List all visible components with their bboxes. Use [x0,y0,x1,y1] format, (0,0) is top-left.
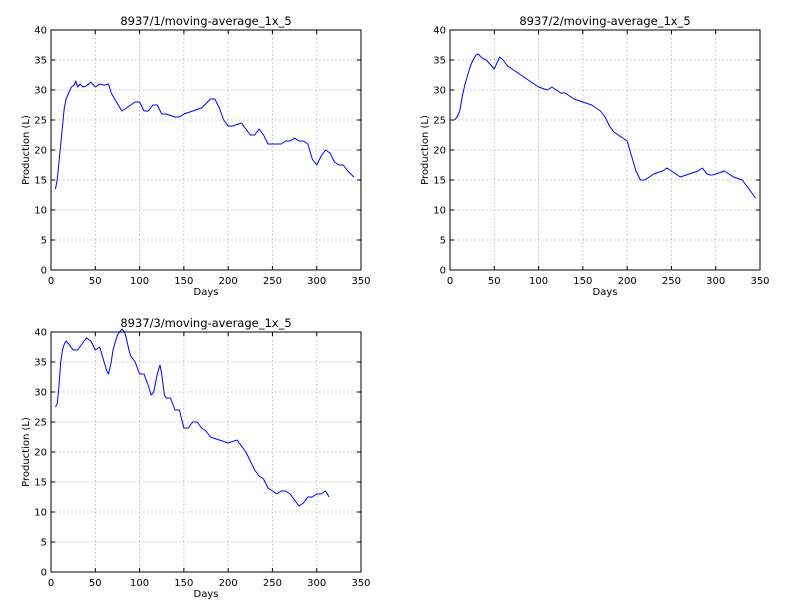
plot-frame [50,331,362,573]
y-tick-label: 20 [34,448,47,459]
series-line [54,80,355,190]
x-tick-label: 200 [219,276,238,287]
y-tick-label: 40 [34,328,47,339]
x-tick-label: 350 [351,276,370,287]
chart-title: 8937/3/moving-average_1x_5 [120,316,291,330]
chart-panel-1: 0 50 100 150 200 250 300 350 0 5 10 15 20 25 30 35 40 893… [21,14,371,298]
x-tick-label: 300 [706,276,725,287]
y-tick-label: 0 [440,266,446,277]
y-tick-label: 35 [34,358,47,369]
x-tick-label: 350 [750,276,769,287]
x-axis-label: Days [194,287,219,298]
y-tick-label: 15 [34,176,47,187]
y-tick-label: 40 [433,26,446,37]
x-tick-label: 50 [488,276,501,287]
x-tick-label: 250 [263,578,282,589]
y-tick-label: 40 [34,26,47,37]
x-tick-label: 200 [618,276,637,287]
y-tick-label: 5 [41,236,47,247]
y-tick-label: 35 [433,56,446,67]
x-tick-label: 250 [662,276,681,287]
x-tick-label: 100 [130,276,149,287]
x-axis-label: Days [194,589,219,600]
x-tick-label: 300 [307,578,326,589]
y-axis-label: Production (L) [21,417,32,487]
x-tick-label: 0 [48,578,54,589]
y-tick-label: 25 [34,418,47,429]
y-tick-label: 10 [34,206,47,217]
chart-title: 8937/1/moving-average_1x_5 [120,14,291,28]
y-tick-label: 15 [34,478,47,489]
y-axis-label: Production (L) [21,115,32,185]
y-tick-label: 15 [433,176,446,187]
chart-panel-2: 0 50 100 150 200 250 300 350 0 5 10 15 20 25 30 35 40 893… [420,14,770,298]
y-tick-label: 10 [34,508,47,519]
y-tick-label: 30 [34,86,47,97]
x-tick-label: 50 [89,578,102,589]
y-tick-label: 20 [433,146,446,157]
y-tick-label: 20 [34,146,47,157]
x-axis-label: Days [593,287,618,298]
series-line [54,328,330,507]
y-tick-label: 30 [433,86,446,97]
chart-panel-3: 0 50 100 150 200 250 300 350 0 5 10 15 20 25 30 35 40 893… [21,316,371,600]
x-tick-label: 150 [174,276,193,287]
x-tick-label: 150 [174,578,193,589]
x-tick-label: 50 [89,276,102,287]
x-tick-label: 150 [573,276,592,287]
x-tick-label: 250 [263,276,282,287]
y-tick-label: 25 [433,116,446,127]
x-tick-label: 0 [48,276,54,287]
y-tick-label: 5 [41,538,47,549]
chart-title: 8937/2/moving-average_1x_5 [519,14,690,28]
plot-frame [50,29,362,271]
x-tick-label: 0 [447,276,453,287]
y-tick-label: 30 [34,388,47,399]
x-tick-label: 100 [130,578,149,589]
y-tick-label: 0 [41,568,47,579]
plot-frame [449,29,761,271]
x-tick-label: 350 [351,578,370,589]
y-tick-label: 25 [34,116,47,127]
y-axis-label: Production (L) [420,115,431,185]
y-tick-label: 0 [41,266,47,277]
x-tick-label: 200 [219,578,238,589]
y-tick-label: 35 [34,56,47,67]
series-line [454,53,756,199]
y-tick-label: 5 [440,236,446,247]
y-tick-label: 10 [433,206,446,217]
x-tick-label: 300 [307,276,326,287]
x-tick-label: 100 [529,276,548,287]
